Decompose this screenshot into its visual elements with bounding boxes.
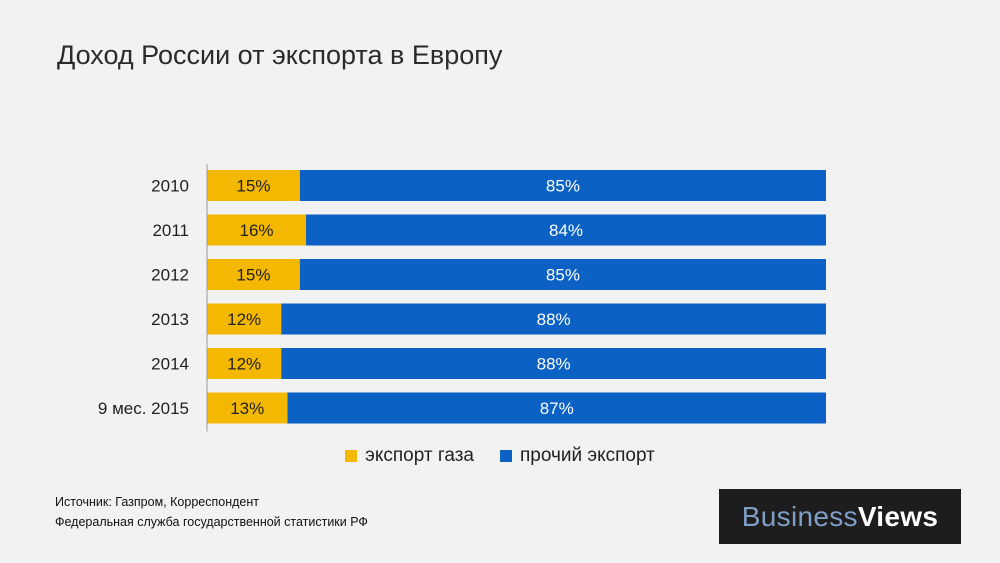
bar-segment-gas <box>207 348 282 379</box>
bar-segment-gas <box>207 303 282 335</box>
legend-item-gas: экспорт газа <box>345 445 474 467</box>
bar-segment-gas <box>207 259 300 290</box>
bar-segment-gas <box>207 170 300 201</box>
legend-item-other: прочий экспорт <box>500 445 655 467</box>
bar-segment-other <box>299 259 827 290</box>
legend-label-gas: экспорт газа <box>365 445 474 466</box>
legend-swatch-other <box>500 450 512 462</box>
legend: экспорт газа прочий экспорт <box>0 445 1000 467</box>
category-label: 2010 <box>151 177 189 196</box>
bar-segment-gas <box>207 392 288 424</box>
data-label: 13% <box>230 399 264 418</box>
bar-segment-other <box>299 170 827 201</box>
data-label: 15% <box>236 177 270 196</box>
data-label: 84% <box>549 221 583 240</box>
category-label: 2013 <box>151 310 189 329</box>
category-label: 2011 <box>152 221 189 240</box>
chart-title: Доход России от экспорта в Европу <box>57 40 503 70</box>
source-line-1: Источник: Газпром, Корреспондент <box>55 495 259 509</box>
category-label: 2012 <box>151 266 189 285</box>
data-label: 15% <box>236 266 270 285</box>
bar-segment-other <box>281 348 826 379</box>
source-note: Источник: Газпром, Корреспондент Федерал… <box>55 492 368 532</box>
legend-swatch-gas <box>345 450 358 462</box>
category-label: 9 мес. 2015 <box>98 399 189 418</box>
data-label: 12% <box>227 355 261 374</box>
bar-segment-gas <box>207 214 307 246</box>
data-label: 88% <box>537 310 571 329</box>
legend-label-other: прочий экспорт <box>520 445 655 466</box>
bar-segment-other <box>281 303 826 335</box>
data-label: 16% <box>240 221 274 240</box>
data-label: 85% <box>546 266 580 285</box>
data-label: 88% <box>537 355 571 374</box>
data-label: 12% <box>227 310 261 329</box>
data-label: 85% <box>546 177 580 196</box>
bar-segment-other <box>287 392 827 424</box>
logo-word-views: Views <box>857 500 939 532</box>
data-label: 87% <box>540 399 574 418</box>
logo-word-business: Business <box>741 500 858 532</box>
category-label: 2014 <box>151 355 189 374</box>
bar-segment-other <box>306 214 826 246</box>
source-line-2: Федеральная служба государственной стати… <box>55 515 368 529</box>
businessviews-logo: Business Views <box>719 489 961 544</box>
